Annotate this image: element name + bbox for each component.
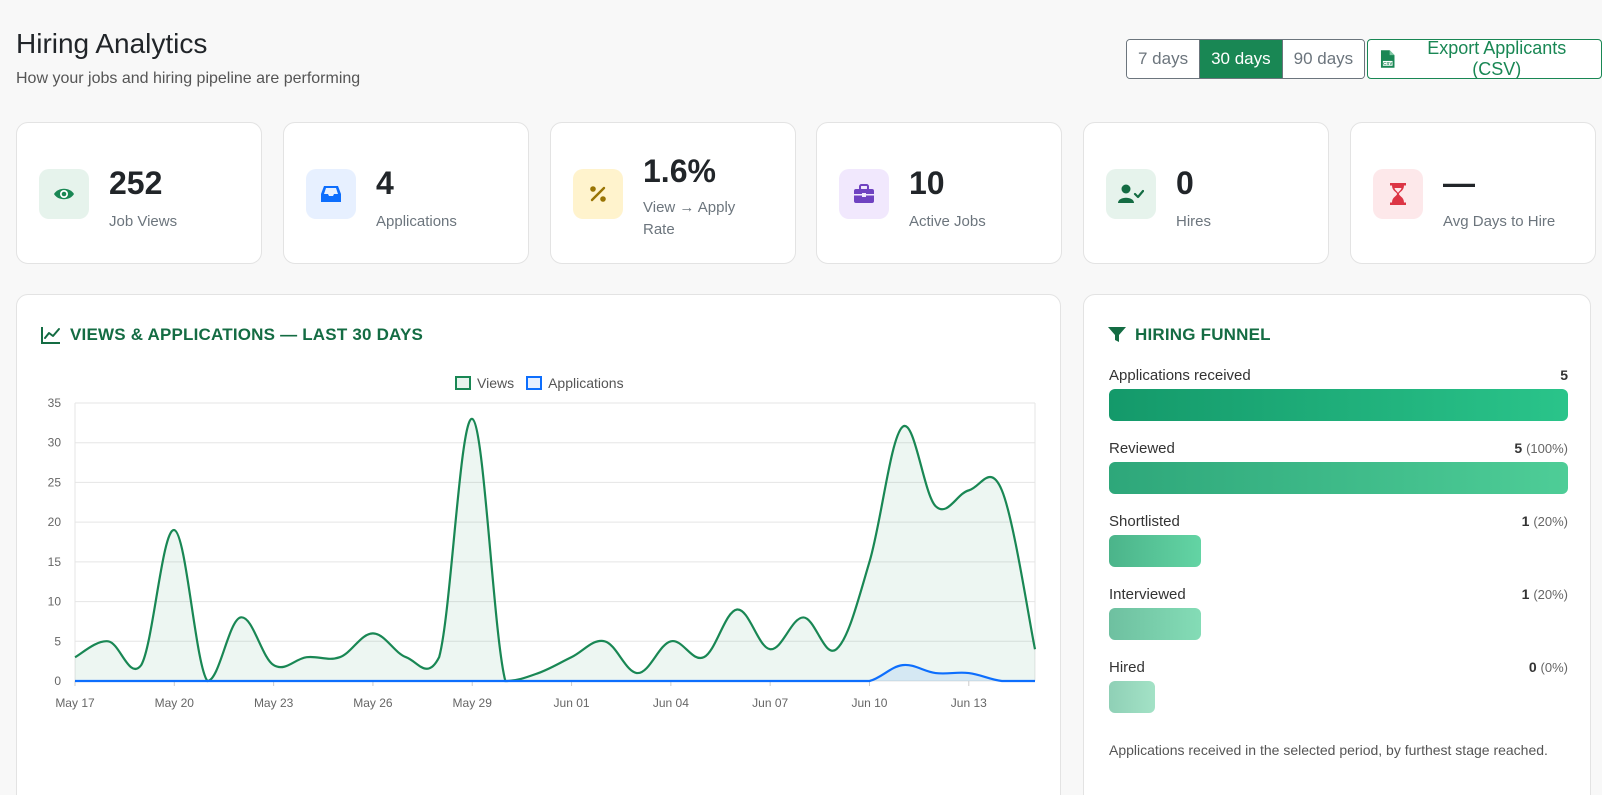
line-chart-icon xyxy=(41,327,60,344)
x-tick-label: May 26 xyxy=(353,696,393,710)
x-tick-label: May 29 xyxy=(453,696,493,710)
date-range-selector: 7 days 30 days 90 days xyxy=(1126,39,1366,79)
stat-card-job-views: 252 Job Views xyxy=(16,122,262,264)
x-tick-label: Jun 13 xyxy=(951,696,987,710)
range-90-days-button[interactable]: 90 days xyxy=(1281,40,1365,78)
stat-value: 10 xyxy=(909,165,945,201)
views-applications-chart: 0 5 10 15 20 25 30 35 May 17 May 20 May 23 May 26 Ma… xyxy=(48,396,1037,710)
views-applications-panel: VIEWS & APPLICATIONS — LAST 30 DAYS View… xyxy=(16,294,1061,795)
funnel-panel-title: HIRING FUNNEL xyxy=(1108,325,1271,345)
y-tick-label: 5 xyxy=(54,634,61,648)
funnel-stage-count: 1 (20%) xyxy=(1522,513,1568,529)
stat-value: — xyxy=(1443,165,1475,201)
stat-value: 252 xyxy=(109,165,163,201)
funnel-note: Applications received in the selected pe… xyxy=(1109,742,1548,758)
eye-icon xyxy=(39,169,89,219)
funnel-count-percent: (20%) xyxy=(1533,587,1568,602)
stat-card-avg-days-to-hire: — Avg Days to Hire xyxy=(1350,122,1596,264)
funnel-stage-bar xyxy=(1109,535,1201,567)
x-tick-label: May 17 xyxy=(55,696,95,710)
inbox-icon xyxy=(306,169,356,219)
series-area-applications xyxy=(75,664,1035,681)
funnel-stage-count: 0 (0%) xyxy=(1529,659,1568,675)
series-line-applications xyxy=(75,663,1035,683)
funnel-stage-label: Interviewed xyxy=(1109,586,1186,603)
x-tick-label: Jun 07 xyxy=(752,696,788,710)
funnel-stage-label: Reviewed xyxy=(1109,440,1175,457)
funnel-stage-label: Shortlisted xyxy=(1109,513,1180,530)
funnel-icon xyxy=(1108,327,1126,342)
stat-label: Job Views xyxy=(109,213,178,230)
export-button-label: Export Applicants (CSV) xyxy=(1427,38,1567,79)
y-tick-label: 10 xyxy=(48,595,62,609)
funnel-count-percent: (0%) xyxy=(1540,660,1568,675)
funnel-count-value: 5 xyxy=(1514,440,1523,456)
funnel-count-percent: (100%) xyxy=(1526,441,1568,456)
funnel-stage-bar xyxy=(1109,681,1155,713)
svg-text:CSV: CSV xyxy=(1383,61,1392,66)
funnel-stage-count: 1 (20%) xyxy=(1522,586,1568,602)
chart-title-text: VIEWS & APPLICATIONS — LAST 30 DAYS xyxy=(70,325,424,344)
page-subtitle: How your jobs and hiring pipeline are pe… xyxy=(16,70,361,87)
export-applicants-button[interactable]: CSV Export Applicants (CSV) xyxy=(1367,38,1602,79)
hiring-funnel-panel: HIRING FUNNEL Applications received 5 Rev… xyxy=(1083,294,1591,795)
y-tick-label: 35 xyxy=(48,396,62,410)
funnel-stage-bar xyxy=(1109,462,1568,494)
funnel-stage-label: Applications received xyxy=(1109,367,1251,384)
x-tick-label: Jun 01 xyxy=(554,696,590,710)
y-tick-label: 15 xyxy=(48,555,62,569)
stat-label: Hires xyxy=(1176,213,1212,230)
y-tick-label: 20 xyxy=(48,515,62,529)
funnel-count-value: 1 xyxy=(1521,513,1530,529)
x-tick-label: May 20 xyxy=(155,696,195,710)
stat-card-active-jobs: 10 Active Jobs xyxy=(816,122,1062,264)
stat-label: View → Apply Rate xyxy=(643,199,736,238)
stat-card-hires: 0 Hires xyxy=(1083,122,1329,264)
chart-legend: Views Applications xyxy=(455,375,624,391)
legend-swatch-applications xyxy=(526,376,543,390)
y-tick-label: 0 xyxy=(54,674,61,688)
person-check-icon xyxy=(1106,169,1156,219)
range-7-days-button[interactable]: 7 days xyxy=(1127,40,1200,78)
legend-item-views[interactable]: Views xyxy=(455,375,514,391)
stat-label: Applications xyxy=(376,213,457,230)
funnel-title-text: HIRING FUNNEL xyxy=(1135,325,1271,344)
y-tick-label: 25 xyxy=(48,475,62,489)
hourglass-icon xyxy=(1373,169,1423,219)
funnel-stage-label: Hired xyxy=(1109,659,1145,676)
page-title: Hiring Analytics xyxy=(16,28,208,59)
stat-value: 1.6% xyxy=(643,153,716,189)
legend-label-applications: Applications xyxy=(548,375,624,391)
legend-label-views: Views xyxy=(477,375,515,391)
funnel-stage-bar xyxy=(1109,608,1201,640)
chart-panel-title: VIEWS & APPLICATIONS — LAST 30 DAYS xyxy=(41,325,423,345)
funnel-count-value: 1 xyxy=(1521,586,1530,602)
series-line-views xyxy=(74,417,1037,683)
stat-label: Avg Days to Hire xyxy=(1443,213,1556,230)
legend-item-applications[interactable]: Applications xyxy=(526,375,624,391)
x-tick-label: Jun 04 xyxy=(653,696,689,710)
funnel-stage-count: 5 xyxy=(1560,367,1568,383)
funnel-count-value: 0 xyxy=(1528,659,1537,675)
stat-value: 0 xyxy=(1176,165,1194,201)
range-30-days-button[interactable]: 30 days xyxy=(1199,40,1282,78)
series-area-views xyxy=(75,418,1035,681)
stat-card-view-apply-rate: 1.6% View → Apply Rate xyxy=(550,122,796,264)
stat-card-applications: 4 Applications xyxy=(283,122,529,264)
funnel-count-value: 5 xyxy=(1560,367,1568,383)
funnel-stage-bar xyxy=(1109,389,1568,421)
stat-value: 4 xyxy=(376,165,394,201)
funnel-count-percent: (20%) xyxy=(1533,514,1568,529)
x-tick-label: May 23 xyxy=(254,696,294,710)
x-tick-label: Jun 10 xyxy=(851,696,887,710)
briefcase-icon xyxy=(839,169,889,219)
funnel-stage-count: 5 (100%) xyxy=(1514,440,1568,456)
csv-file-icon: CSV xyxy=(1380,50,1395,68)
legend-swatch-views xyxy=(455,376,471,390)
percent-icon xyxy=(573,169,623,219)
y-tick-label: 30 xyxy=(48,436,62,450)
stat-label: Active Jobs xyxy=(909,213,986,230)
